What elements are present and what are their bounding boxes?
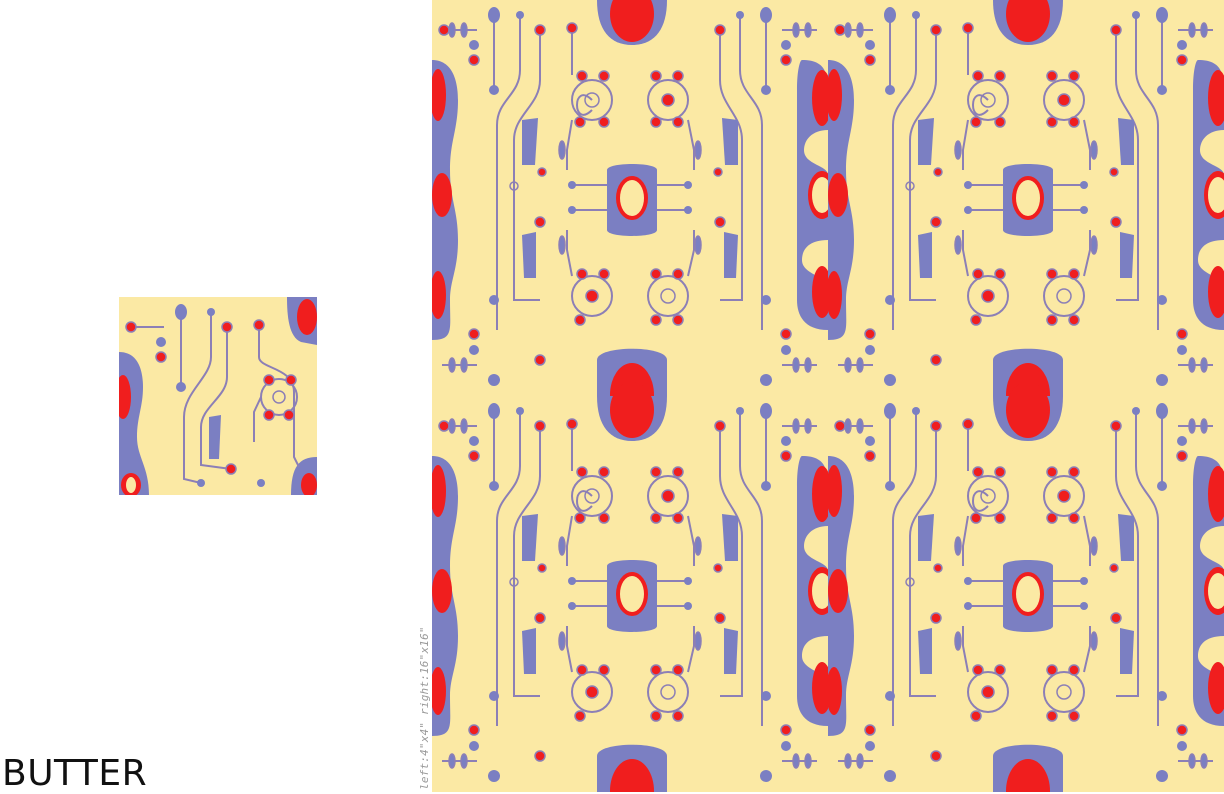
pattern-swatch-small: [119, 297, 317, 495]
pattern-repeat-large: [432, 0, 1224, 792]
scale-caption: left:4"x4" right:16"x16": [418, 626, 431, 790]
colorway-title: BUTTER: [2, 753, 148, 794]
swatch-artwork: [119, 297, 317, 495]
pattern-artwork: [432, 0, 1224, 792]
